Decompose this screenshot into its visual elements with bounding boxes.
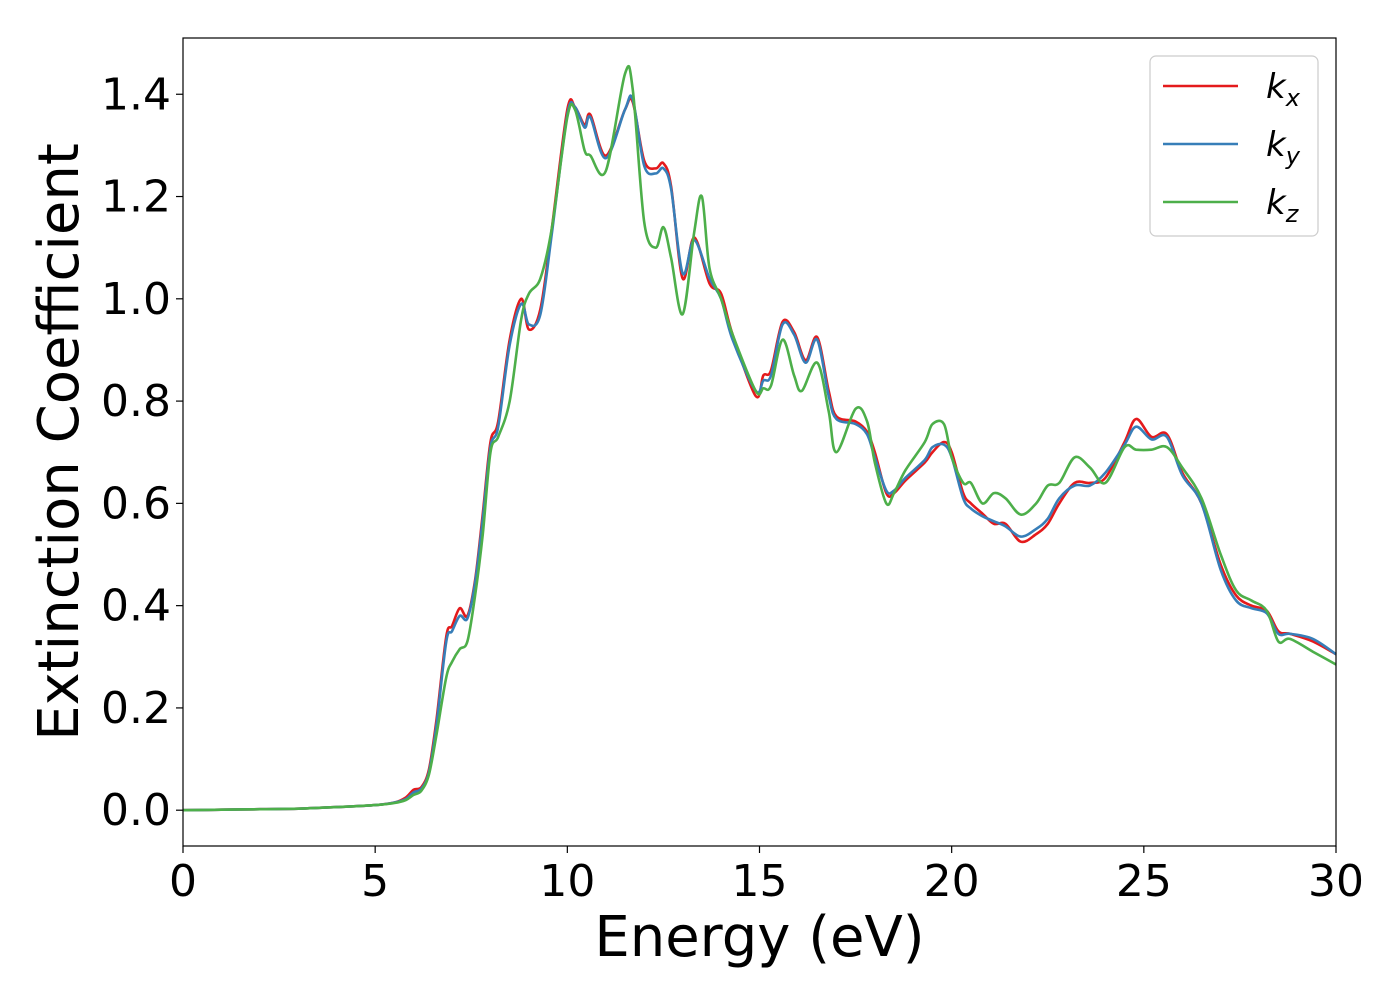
y-axis-title: Extinction Coefficient bbox=[27, 143, 92, 741]
legend-label-base: k bbox=[1266, 183, 1287, 223]
y-tick-label: 0.4 bbox=[101, 581, 171, 632]
x-tick-label: 5 bbox=[361, 856, 389, 907]
x-axis: 0 5 10 15 20 25 30 bbox=[169, 846, 1364, 907]
legend-label-subscript: z bbox=[1285, 200, 1300, 228]
legend-label-base: k bbox=[1266, 67, 1287, 107]
legend-label-kz: kz bbox=[1266, 183, 1300, 228]
x-tick-label: 25 bbox=[1116, 856, 1172, 907]
y-tick-label: 1.4 bbox=[101, 69, 171, 120]
legend-label-base: k bbox=[1266, 125, 1287, 165]
x-tick-label: 15 bbox=[732, 856, 788, 907]
legend-label-kx: kx bbox=[1266, 67, 1301, 112]
x-axis-title: Energy (eV) bbox=[594, 905, 924, 970]
x-tick-label: 0 bbox=[169, 856, 197, 907]
series-layer bbox=[182, 64, 1337, 812]
y-tick-label: 0.6 bbox=[101, 478, 171, 529]
y-axis: 0.0 0.2 0.4 0.6 0.8 1.0 1.2 1.4 bbox=[101, 69, 183, 836]
y-tick-label: 0.2 bbox=[101, 683, 171, 734]
legend-label-subscript: y bbox=[1285, 142, 1301, 170]
y-tick-label: 1.2 bbox=[101, 172, 171, 223]
x-tick-label: 30 bbox=[1308, 856, 1364, 907]
legend-box bbox=[1149, 55, 1319, 237]
legend-label-subscript: x bbox=[1285, 84, 1301, 112]
legend-label-ky: ky bbox=[1266, 125, 1301, 170]
y-tick-label: 0.8 bbox=[101, 376, 171, 427]
series-line-kz bbox=[182, 64, 1337, 812]
x-tick-label: 20 bbox=[924, 856, 980, 907]
series-line-ky bbox=[182, 94, 1337, 812]
y-tick-label: 0.0 bbox=[101, 785, 171, 836]
x-tick-label: 10 bbox=[539, 856, 595, 907]
y-tick-label: 1.0 bbox=[101, 274, 171, 325]
